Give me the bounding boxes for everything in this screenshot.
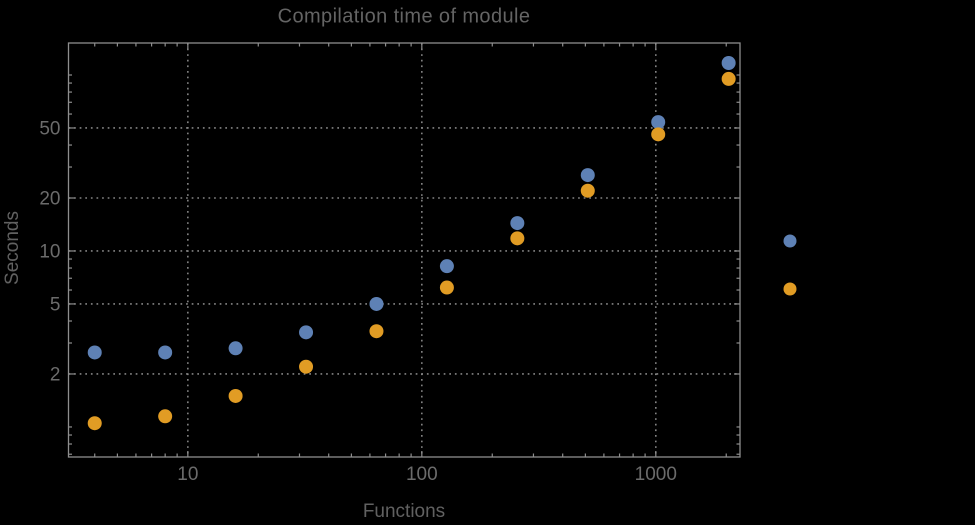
data-point-series-1-blue <box>369 296 384 311</box>
data-point-series-2-orange <box>651 127 666 142</box>
x-tick-label: 1000 <box>635 464 677 485</box>
chart-title: Compilation time of module <box>277 5 531 28</box>
legend-marker-orange <box>783 282 797 296</box>
data-point-series-1-blue <box>299 325 314 340</box>
data-point-series-2-orange <box>580 183 595 198</box>
data-point-series-2-orange <box>369 324 384 339</box>
y-tick-label: 50 <box>39 118 60 139</box>
data-point-series-1-blue <box>87 345 102 360</box>
data-point-series-1-blue <box>158 345 173 360</box>
legend-marker-blue <box>783 234 797 248</box>
data-point-series-1-blue <box>580 168 595 183</box>
y-tick-label: 10 <box>39 241 60 262</box>
data-point-series-2-orange <box>158 409 173 424</box>
data-point-series-1-blue <box>721 56 736 71</box>
data-point-series-2-orange <box>228 388 243 403</box>
x-tick-label: 10 <box>177 464 198 485</box>
data-point-series-1-blue <box>510 216 525 231</box>
y-tick-label: 20 <box>39 189 60 210</box>
y-tick-label: 5 <box>50 294 61 315</box>
data-point-series-2-orange <box>87 416 102 431</box>
plot-frame <box>67 42 741 458</box>
data-point-series-2-orange <box>721 71 736 86</box>
x-tick-label: 100 <box>406 464 438 485</box>
data-point-series-1-blue <box>651 115 666 130</box>
data-point-series-1-blue <box>228 341 243 356</box>
data-point-series-2-orange <box>510 231 525 246</box>
data-point-series-2-orange <box>439 280 454 295</box>
y-tick-label: 2 <box>50 364 61 385</box>
data-point-series-1-blue <box>439 259 454 274</box>
data-point-series-2-orange <box>299 359 314 374</box>
x-axis-label: Functions <box>362 501 446 522</box>
